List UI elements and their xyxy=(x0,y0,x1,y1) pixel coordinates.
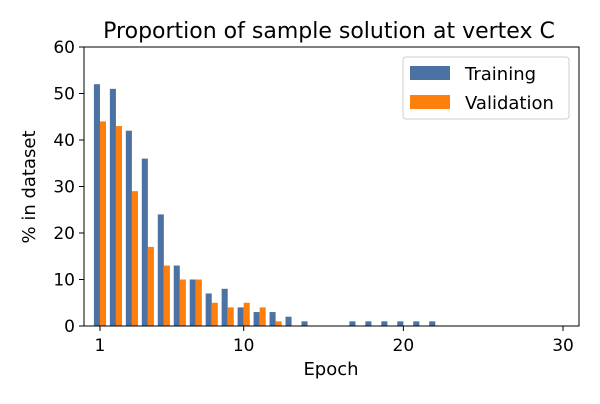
y-tick-label: 40 xyxy=(53,131,75,151)
x-tick-label: 20 xyxy=(393,336,415,356)
x-axis: 1 10 20 30 xyxy=(95,326,574,356)
bar-validation-epoch-5 xyxy=(163,265,170,326)
y-tick-label: 50 xyxy=(53,85,75,105)
bar-validation-epoch-11 xyxy=(259,307,266,326)
bar-training-epoch-18 xyxy=(365,321,372,326)
x-tick-label: 30 xyxy=(552,336,574,356)
legend-label-training: Training xyxy=(464,64,536,85)
bar-validation-epoch-2 xyxy=(115,126,123,326)
y-tick-label: 60 xyxy=(53,38,75,58)
bar-training-epoch-11 xyxy=(253,312,260,326)
bar-training-epoch-10 xyxy=(237,307,244,326)
bar-validation-epoch-3 xyxy=(131,191,138,326)
bar-validation-epoch-10 xyxy=(243,302,250,326)
y-tick-label: 20 xyxy=(53,224,75,244)
bar-training-epoch-17 xyxy=(349,321,356,326)
x-tick-label: 10 xyxy=(233,336,255,356)
bars-group xyxy=(93,84,436,327)
legend-swatch-validation xyxy=(410,95,450,109)
bar-training-epoch-3 xyxy=(125,130,132,326)
legend-label-validation: Validation xyxy=(465,93,554,114)
x-tick-label: 1 xyxy=(95,336,106,356)
bar-training-epoch-14 xyxy=(301,321,308,326)
y-axis-label: % in dataset xyxy=(19,130,40,243)
bar-training-epoch-7 xyxy=(189,279,196,326)
bar-validation-epoch-1 xyxy=(99,121,107,327)
bar-training-epoch-1 xyxy=(93,84,100,326)
bar-training-epoch-21 xyxy=(413,321,420,326)
bar-training-epoch-4 xyxy=(141,158,148,326)
bar-training-epoch-8 xyxy=(205,293,212,326)
bar-validation-epoch-7 xyxy=(195,279,202,326)
bar-validation-epoch-8 xyxy=(211,302,218,326)
bar-training-epoch-22 xyxy=(429,321,436,326)
bar-training-epoch-12 xyxy=(269,312,276,326)
bar-training-epoch-19 xyxy=(381,321,388,326)
bar-training-epoch-5 xyxy=(157,214,164,326)
legend: Training Validation xyxy=(402,56,570,120)
bar-training-epoch-20 xyxy=(397,321,404,326)
bar-training-epoch-13 xyxy=(285,316,292,326)
bar-training-epoch-2 xyxy=(109,88,116,326)
y-tick-label: 30 xyxy=(53,178,75,198)
bar-validation-epoch-4 xyxy=(147,246,154,326)
y-axis: 0 10 20 30 40 50 60 xyxy=(53,38,84,337)
bar-training-epoch-9 xyxy=(221,288,228,326)
y-tick-label: 10 xyxy=(53,271,75,291)
bar-training-epoch-6 xyxy=(173,265,180,326)
bar-validation-epoch-9 xyxy=(227,307,234,326)
bar-validation-epoch-6 xyxy=(179,279,186,326)
chart-title: Proportion of sample solution at vertex … xyxy=(103,19,555,44)
bar-validation-epoch-12 xyxy=(275,321,282,326)
x-axis-label: Epoch xyxy=(303,359,358,380)
y-tick-label: 0 xyxy=(64,317,75,337)
legend-swatch-training xyxy=(410,66,450,80)
